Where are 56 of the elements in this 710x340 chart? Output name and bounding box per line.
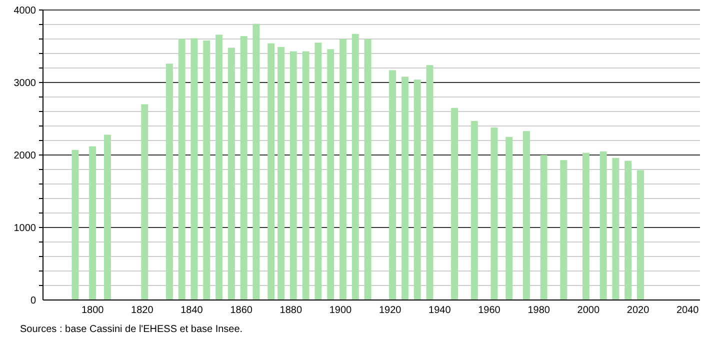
x-tick-label: 2040	[676, 305, 700, 316]
bar	[560, 160, 568, 300]
bar	[290, 51, 297, 300]
bar	[506, 136, 513, 300]
bar	[89, 146, 96, 300]
x-tick-label: 1940	[428, 305, 452, 316]
bar	[278, 46, 285, 300]
bar	[612, 158, 620, 300]
y-tick-label: 2000	[14, 150, 36, 162]
bar	[190, 38, 198, 300]
x-tick-label: 1880	[280, 305, 302, 316]
x-tick-label: 1900	[329, 305, 352, 316]
x-tick-label: 1840	[180, 305, 204, 316]
bar	[314, 42, 322, 300]
bar	[216, 34, 223, 300]
y-tick-label: 4000	[14, 6, 36, 16]
bar	[490, 127, 498, 300]
y-tick-label: 3000	[14, 78, 36, 89]
x-tick-label: 2000	[577, 305, 600, 316]
bar	[600, 151, 607, 300]
bar	[327, 49, 334, 300]
bar	[624, 160, 632, 300]
x-tick-label: 1980	[528, 305, 550, 316]
bar	[141, 104, 148, 300]
bar	[470, 120, 478, 300]
bar	[268, 43, 275, 300]
bar	[72, 150, 79, 300]
y-tick-label: 0	[30, 296, 36, 306]
source-note: Sources : base Cassini de l'EHESS et base Insee.	[20, 324, 243, 335]
x-tick-label: 1820	[131, 305, 154, 316]
bar	[582, 152, 590, 300]
bar	[252, 24, 260, 300]
bar	[228, 48, 235, 300]
bar	[302, 51, 310, 300]
bar	[166, 64, 173, 300]
bar	[339, 39, 346, 300]
bar	[451, 108, 458, 300]
bar	[522, 131, 530, 300]
y-tick-label: 1000	[14, 223, 36, 234]
x-tick-label: 1800	[81, 305, 104, 316]
x-tick-label: 1920	[378, 305, 402, 316]
bar	[401, 76, 408, 300]
bar	[364, 39, 372, 300]
x-tick-label: 1860	[230, 305, 253, 316]
bar	[104, 134, 111, 300]
x-tick-label: 1960	[478, 305, 501, 316]
bar	[426, 65, 434, 300]
bar	[240, 36, 248, 300]
bar	[203, 40, 210, 300]
x-tick-label: 2020	[626, 305, 650, 316]
bar	[389, 70, 396, 300]
bar	[540, 155, 548, 300]
bar	[352, 34, 359, 300]
bar	[414, 80, 421, 300]
bar	[178, 39, 186, 300]
bar	[637, 170, 644, 300]
